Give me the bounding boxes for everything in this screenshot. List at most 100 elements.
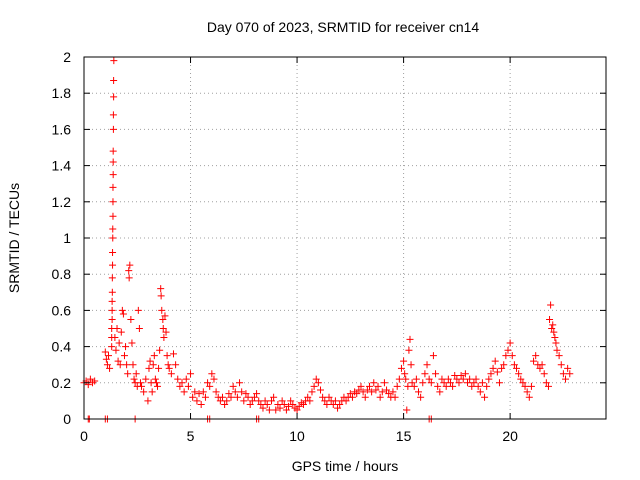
data-point: [466, 375, 474, 383]
data-point: [557, 361, 565, 369]
data-point: [165, 364, 173, 372]
data-point: [517, 375, 525, 383]
data-point: [231, 388, 239, 396]
data-point: [261, 397, 269, 405]
data-point: [487, 370, 495, 378]
data-point: [250, 393, 258, 401]
x-axis-label: GPS time / hours: [292, 458, 399, 474]
data-point: [412, 375, 420, 383]
data-point: [199, 388, 207, 396]
data-point: [184, 382, 192, 390]
data-point: [142, 375, 150, 383]
data-point: [180, 388, 188, 396]
data-point: [353, 390, 361, 398]
data-point: [122, 343, 130, 351]
data-point: [127, 315, 135, 323]
data-point: [108, 306, 116, 314]
data-point: [221, 401, 229, 409]
data-point: [293, 406, 301, 414]
data-point: [323, 401, 331, 409]
data-point: [129, 361, 137, 369]
data-point: [508, 352, 516, 360]
data-point: [489, 364, 497, 372]
data-point: [210, 375, 218, 383]
data-point: [402, 375, 410, 383]
data-point: [193, 397, 201, 405]
y-tick-label: 1.4: [52, 158, 72, 174]
data-point: [244, 393, 252, 401]
data-point: [113, 325, 121, 332]
data-point: [108, 274, 116, 282]
data-point: [391, 393, 399, 401]
data-point: [366, 382, 374, 390]
data-point: [506, 339, 514, 347]
data-point: [564, 364, 572, 372]
x-tick-label: 5: [187, 428, 195, 444]
data-point: [135, 325, 143, 332]
data-point: [118, 306, 126, 314]
data-point: [238, 388, 246, 396]
grid-lines: [84, 57, 606, 419]
data-point: [109, 261, 117, 269]
data-point: [236, 379, 244, 387]
data-point: [425, 375, 433, 383]
data-point: [419, 379, 427, 387]
data-point: [455, 379, 463, 387]
data-point: [359, 388, 367, 396]
data-point: [116, 361, 124, 369]
data-point: [130, 375, 138, 383]
data-point: [109, 111, 117, 119]
data-point: [515, 370, 523, 378]
data-point: [504, 346, 512, 354]
data-point: [148, 388, 156, 396]
data-point: [103, 361, 111, 369]
data-point: [204, 379, 212, 387]
data-point: [440, 379, 448, 387]
data-point: [444, 375, 452, 383]
data-point: [434, 382, 442, 390]
data-point: [363, 386, 371, 394]
data-point: [334, 404, 342, 412]
data-point: [310, 382, 318, 390]
data-point: [172, 361, 180, 369]
data-point: [101, 348, 109, 356]
data-point: [472, 375, 480, 383]
data-point: [519, 379, 527, 387]
data-point: [316, 386, 324, 394]
data-point: [432, 370, 440, 378]
data-point: [197, 401, 205, 409]
data-point: [372, 386, 380, 394]
data-point: [223, 397, 231, 405]
data-point: [429, 352, 437, 360]
data-point: [400, 357, 408, 365]
data-point: [555, 352, 563, 360]
data-point: [263, 401, 271, 409]
data-point: [109, 171, 117, 179]
data-point: [536, 364, 544, 372]
data-point: [474, 382, 482, 390]
data-point: [109, 147, 117, 155]
data-point: [255, 397, 263, 405]
data-point: [329, 401, 337, 409]
data-point: [331, 397, 339, 405]
data-point: [110, 93, 118, 101]
data-point: [154, 382, 162, 390]
data-point: [109, 125, 117, 133]
data-point: [287, 397, 295, 405]
data-point: [289, 401, 297, 409]
data-point: [380, 379, 388, 387]
data-point: [126, 261, 134, 269]
axis-tick-labels: 00.20.40.60.811.21.41.61.820 5 10 15 20: [52, 49, 519, 444]
data-point: [361, 393, 369, 401]
data-point: [119, 310, 127, 318]
data-point: [493, 368, 501, 376]
data-point: [348, 393, 356, 401]
data-point: [195, 390, 203, 398]
data-point: [233, 393, 241, 401]
data-point: [155, 364, 163, 372]
data-point: [405, 346, 413, 354]
data-point: [106, 364, 114, 372]
data-point: [91, 377, 99, 385]
data-point: [552, 339, 560, 347]
chart-title: Day 070 of 2023, SRMTID for receiver cn1…: [207, 19, 480, 35]
